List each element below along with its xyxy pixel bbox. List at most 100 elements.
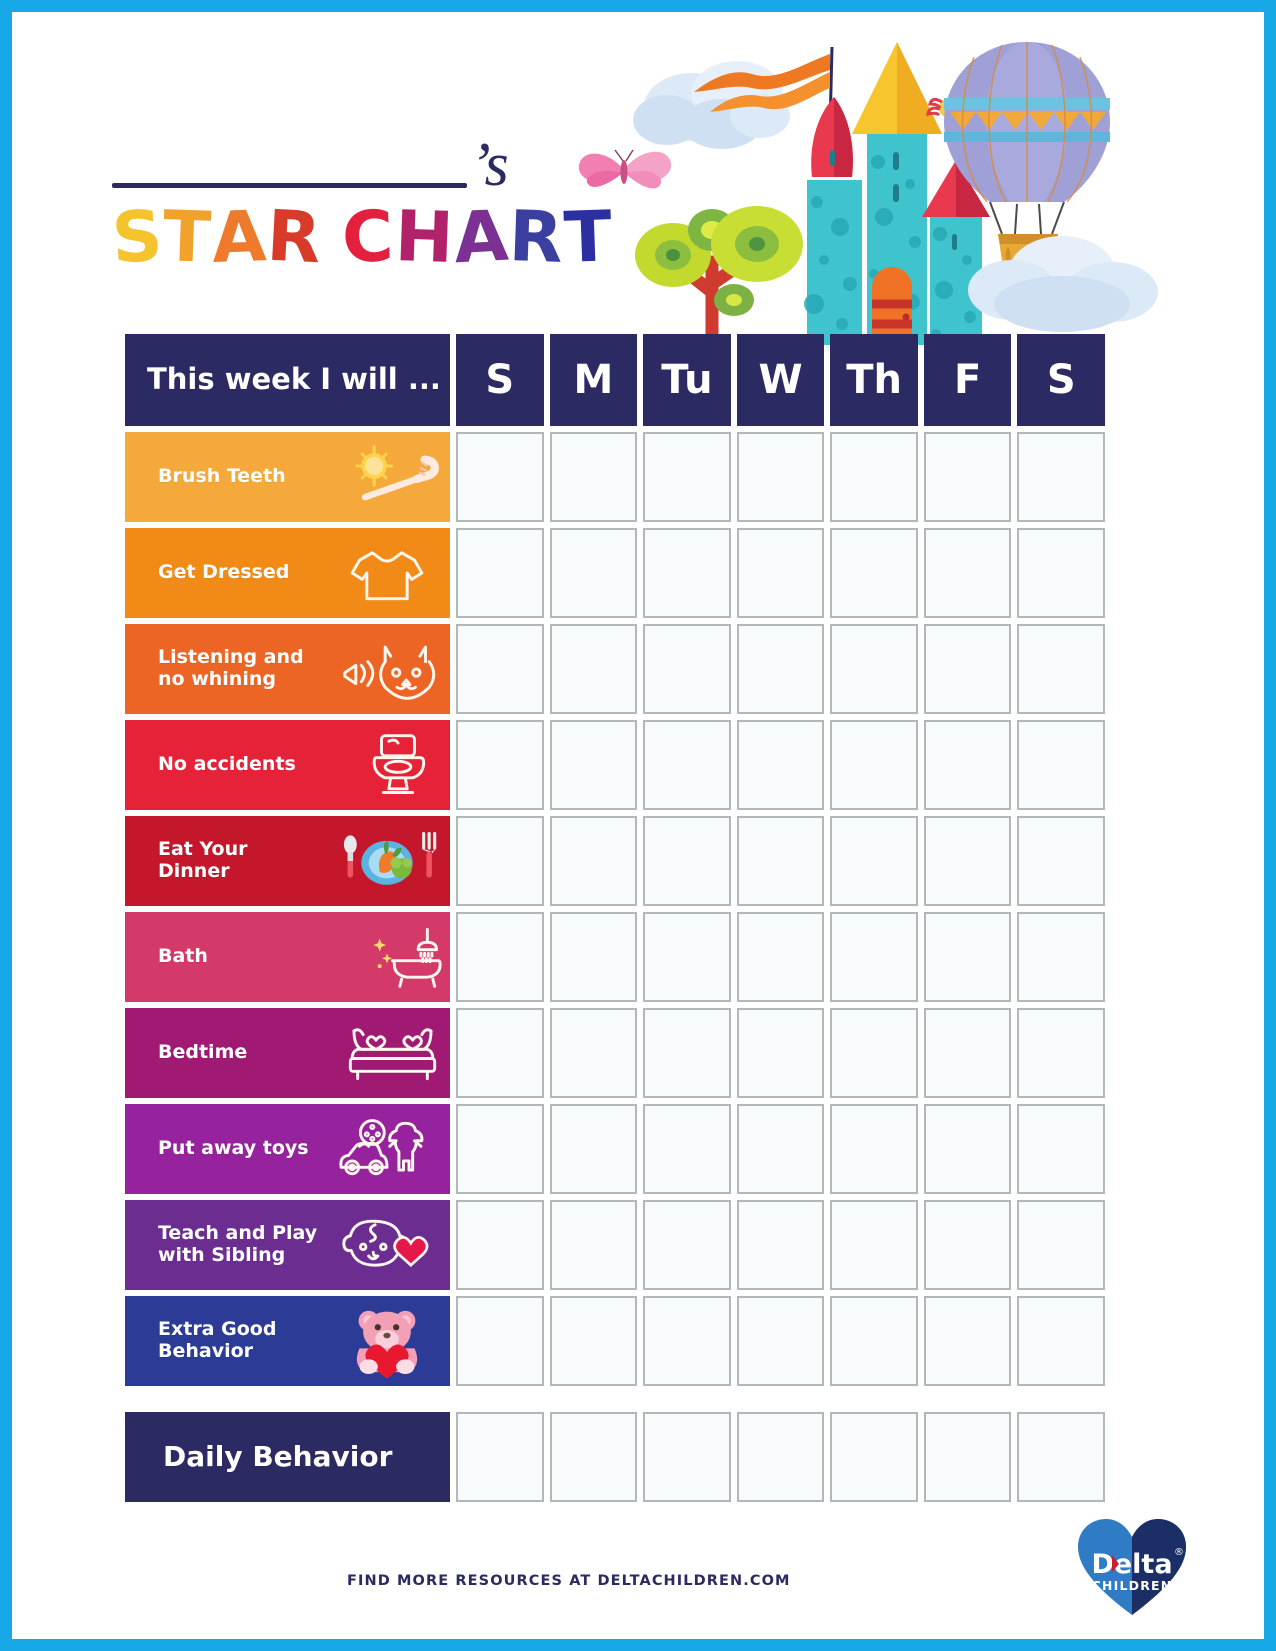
checkbox-cell-r0-d2[interactable] bbox=[643, 432, 731, 522]
checkbox-cell-r9-d6[interactable] bbox=[1017, 1296, 1106, 1386]
delta-children-logo[interactable]: Delta ® CHILDREN bbox=[1072, 1511, 1192, 1621]
checkbox-cell-r9-d2[interactable] bbox=[643, 1296, 731, 1386]
task-label-cell-4: Eat Your Dinner bbox=[125, 816, 450, 906]
task-day-cells-9 bbox=[450, 1296, 1106, 1386]
checkbox-cell-r3-d3[interactable] bbox=[736, 720, 825, 810]
checkbox-cell-r3-d2[interactable] bbox=[643, 720, 731, 810]
checkbox-cell-r8-d4[interactable] bbox=[830, 1200, 918, 1290]
checkbox-cell-r7-d4[interactable] bbox=[830, 1104, 918, 1194]
prompt-label: This week I will ... bbox=[147, 362, 441, 397]
cloud-icon bbox=[633, 61, 790, 149]
checkbox-cell-r7-d5[interactable] bbox=[923, 1104, 1012, 1194]
task-day-cells-1 bbox=[450, 528, 1106, 618]
checkbox-cell-r6-d5[interactable] bbox=[923, 1008, 1012, 1098]
checkbox-cell-r6-d3[interactable] bbox=[736, 1008, 825, 1098]
checkbox-cell-r7-d0[interactable] bbox=[456, 1104, 544, 1194]
daily-behavior-cell-6[interactable] bbox=[1017, 1412, 1106, 1502]
checkbox-cell-r0-d0[interactable] bbox=[456, 432, 544, 522]
checkbox-cell-r2-d2[interactable] bbox=[643, 624, 731, 714]
checkbox-cell-r8-d3[interactable] bbox=[736, 1200, 825, 1290]
checkbox-cell-r0-d4[interactable] bbox=[830, 432, 918, 522]
checkbox-cell-r5-d1[interactable] bbox=[549, 912, 638, 1002]
checkbox-cell-r0-d3[interactable] bbox=[736, 432, 825, 522]
table-row: Teach and Play with Sibling bbox=[125, 1200, 1106, 1290]
teddy-bear-icon bbox=[332, 1305, 442, 1379]
task-label: No accidents bbox=[158, 753, 296, 776]
checkbox-cell-r6-d6[interactable] bbox=[1017, 1008, 1106, 1098]
title-letter-t-1: T bbox=[162, 195, 214, 279]
checkbox-cell-r5-d5[interactable] bbox=[923, 912, 1012, 1002]
checkbox-cell-r6-d1[interactable] bbox=[549, 1008, 638, 1098]
checkbox-cell-r1-d5[interactable] bbox=[923, 528, 1012, 618]
checkbox-cell-r0-d1[interactable] bbox=[549, 432, 638, 522]
checkbox-cell-r8-d6[interactable] bbox=[1017, 1200, 1106, 1290]
checkbox-cell-r3-d6[interactable] bbox=[1017, 720, 1106, 810]
daily-behavior-row: Daily Behavior bbox=[125, 1412, 1106, 1502]
checkbox-cell-r5-d3[interactable] bbox=[736, 912, 825, 1002]
daily-behavior-cell-1[interactable] bbox=[549, 1412, 638, 1502]
checkbox-cell-r0-d6[interactable] bbox=[1017, 432, 1106, 522]
daily-behavior-cell-3[interactable] bbox=[736, 1412, 825, 1502]
checkbox-cell-r8-d0[interactable] bbox=[456, 1200, 544, 1290]
checkbox-cell-r8-d5[interactable] bbox=[923, 1200, 1012, 1290]
checkbox-cell-r9-d1[interactable] bbox=[549, 1296, 638, 1386]
checkbox-cell-r4-d4[interactable] bbox=[830, 816, 918, 906]
checkbox-cell-r2-d6[interactable] bbox=[1017, 624, 1106, 714]
checkbox-cell-r4-d6[interactable] bbox=[1017, 816, 1106, 906]
daily-behavior-label-cell: Daily Behavior bbox=[125, 1412, 450, 1502]
checkbox-cell-r2-d4[interactable] bbox=[830, 624, 918, 714]
checkbox-cell-r8-d2[interactable] bbox=[643, 1200, 731, 1290]
name-blank-line[interactable] bbox=[112, 183, 467, 188]
checkbox-cell-r6-d4[interactable] bbox=[830, 1008, 918, 1098]
checkbox-cell-r1-d0[interactable] bbox=[456, 528, 544, 618]
checkbox-cell-r4-d5[interactable] bbox=[923, 816, 1012, 906]
checkbox-cell-r5-d2[interactable] bbox=[643, 912, 731, 1002]
task-day-cells-6 bbox=[450, 1008, 1106, 1098]
checkbox-cell-r9-d5[interactable] bbox=[923, 1296, 1012, 1386]
checkbox-cell-r2-d5[interactable] bbox=[923, 624, 1012, 714]
checkbox-cell-r4-d0[interactable] bbox=[456, 816, 544, 906]
checkbox-cell-r4-d1[interactable] bbox=[549, 816, 638, 906]
checkbox-cell-r1-d6[interactable] bbox=[1017, 528, 1106, 618]
checkbox-cell-r0-d5[interactable] bbox=[923, 432, 1012, 522]
checkbox-cell-r1-d2[interactable] bbox=[643, 528, 731, 618]
checkbox-cell-r3-d0[interactable] bbox=[456, 720, 544, 810]
checkbox-cell-r3-d1[interactable] bbox=[549, 720, 638, 810]
daily-behavior-cell-5[interactable] bbox=[923, 1412, 1012, 1502]
checkbox-cell-r7-d6[interactable] bbox=[1017, 1104, 1106, 1194]
daily-behavior-cell-2[interactable] bbox=[643, 1412, 731, 1502]
checkbox-cell-r5-d4[interactable] bbox=[830, 912, 918, 1002]
checkbox-cell-r2-d0[interactable] bbox=[456, 624, 544, 714]
checkbox-cell-r2-d1[interactable] bbox=[549, 624, 638, 714]
tshirt-icon bbox=[332, 537, 442, 609]
checkbox-cell-r1-d1[interactable] bbox=[549, 528, 638, 618]
checkbox-cell-r9-d3[interactable] bbox=[736, 1296, 825, 1386]
checkbox-cell-r4-d2[interactable] bbox=[643, 816, 731, 906]
checkbox-cell-r7-d1[interactable] bbox=[549, 1104, 638, 1194]
checkbox-cell-r4-d3[interactable] bbox=[736, 816, 825, 906]
daily-behavior-cell-4[interactable] bbox=[830, 1412, 918, 1502]
checkbox-cell-r7-d3[interactable] bbox=[736, 1104, 825, 1194]
orange-flag-icon bbox=[694, 46, 834, 128]
checkbox-cell-r9-d0[interactable] bbox=[456, 1296, 544, 1386]
checkbox-cell-r3-d4[interactable] bbox=[830, 720, 918, 810]
checkbox-cell-r6-d0[interactable] bbox=[456, 1008, 544, 1098]
checkbox-cell-r5-d0[interactable] bbox=[456, 912, 544, 1002]
daily-behavior-cell-0[interactable] bbox=[456, 1412, 544, 1502]
checkbox-cell-r5-d6[interactable] bbox=[1017, 912, 1106, 1002]
day-header-0: S bbox=[456, 334, 544, 426]
checkbox-cell-r8-d1[interactable] bbox=[549, 1200, 638, 1290]
task-label-cell-0: Brush Teeth bbox=[125, 432, 450, 522]
checkbox-cell-r1-d4[interactable] bbox=[830, 528, 918, 618]
hot-air-balloon-icon bbox=[944, 42, 1110, 274]
checkbox-cell-r6-d2[interactable] bbox=[643, 1008, 731, 1098]
checkbox-cell-r1-d3[interactable] bbox=[736, 528, 825, 618]
checkbox-cell-r7-d2[interactable] bbox=[643, 1104, 731, 1194]
checkbox-cell-r3-d5[interactable] bbox=[923, 720, 1012, 810]
bed-icon bbox=[332, 1017, 442, 1089]
table-row: Eat Your Dinner bbox=[125, 816, 1106, 906]
checkbox-cell-r2-d3[interactable] bbox=[736, 624, 825, 714]
table-row: Put away toys bbox=[125, 1104, 1106, 1194]
logo-subtitle-text: CHILDREN bbox=[1092, 1578, 1173, 1593]
checkbox-cell-r9-d4[interactable] bbox=[830, 1296, 918, 1386]
